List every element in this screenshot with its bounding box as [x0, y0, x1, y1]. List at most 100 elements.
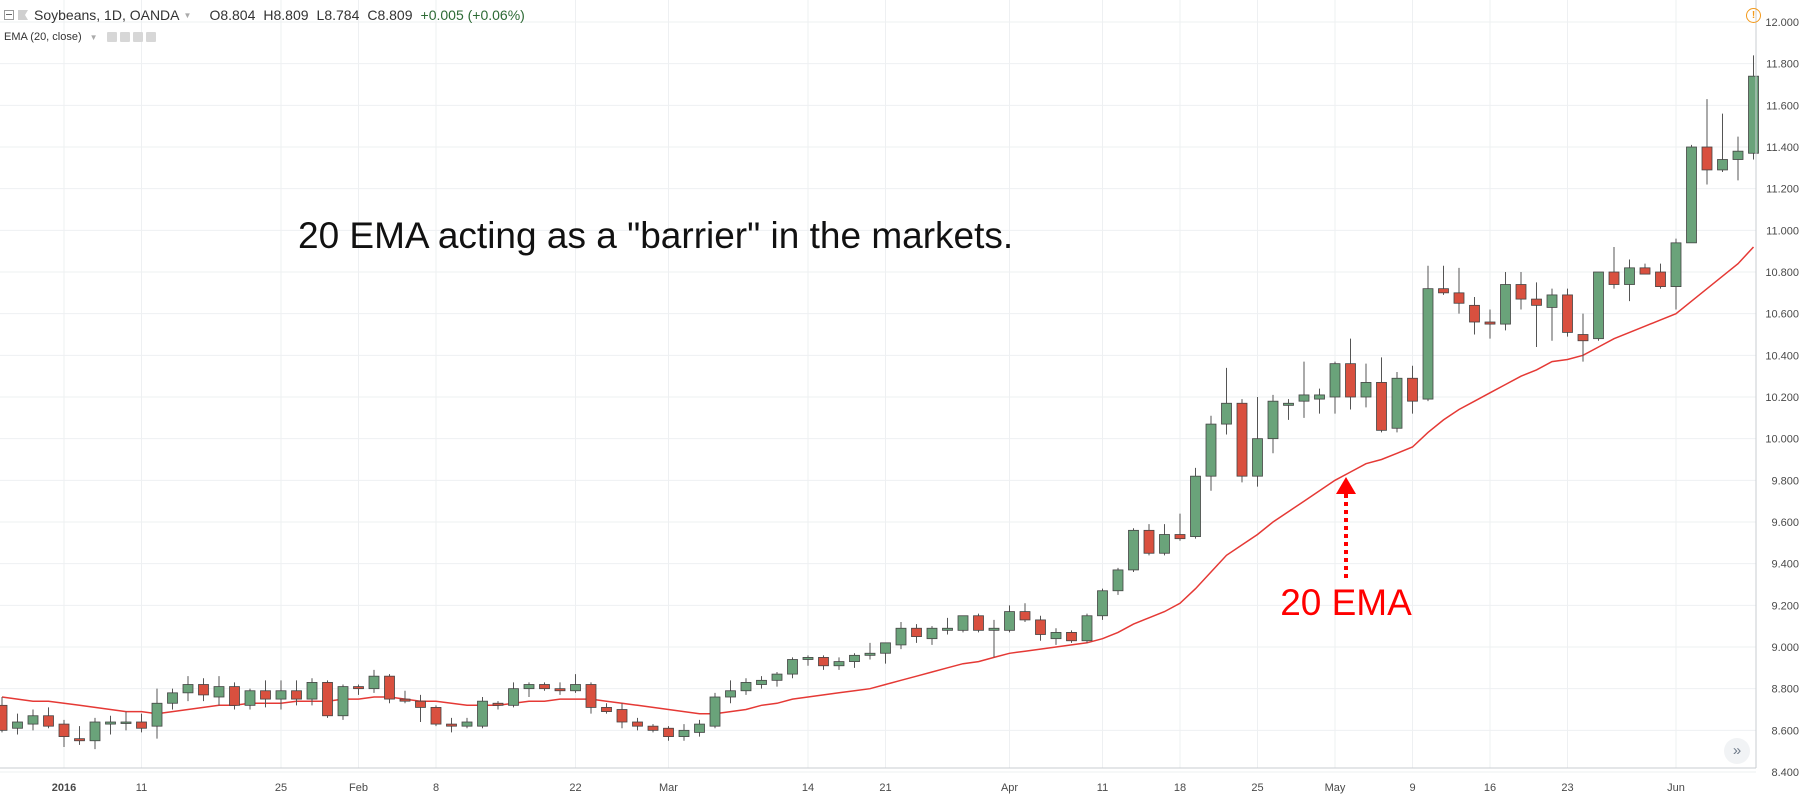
scroll-right-icon[interactable]: » [1724, 738, 1750, 764]
candle [1546, 288, 1558, 341]
candle-body [1655, 271, 1666, 287]
grid [0, 0, 1756, 773]
candle [554, 682, 566, 695]
candle [1329, 361, 1341, 414]
candle [1081, 613, 1093, 643]
candle-body [1345, 363, 1356, 398]
candle-body [849, 654, 860, 662]
candle-body [213, 686, 225, 698]
candle [818, 655, 829, 670]
candle-body [461, 721, 473, 727]
x-tick-label: 21 [879, 782, 891, 794]
chevron-down-icon[interactable]: ▼ [183, 10, 192, 20]
candle [1500, 272, 1511, 331]
candle [384, 674, 395, 704]
candle [1314, 388, 1325, 414]
candle [461, 717, 473, 729]
candle-body [973, 615, 984, 631]
candle-body [322, 682, 333, 717]
candle [942, 617, 953, 635]
candle-body [539, 684, 550, 690]
study-settings-icon[interactable] [119, 32, 130, 42]
candle [616, 703, 628, 729]
candle-body [756, 679, 767, 685]
x-tick-label: 25 [1251, 782, 1263, 794]
symbol-title[interactable]: Soybeans, 1D, OANDA [34, 7, 180, 23]
candle [1453, 267, 1465, 314]
candle-body [1205, 423, 1217, 477]
candle [1298, 361, 1310, 418]
ema-20-line [1, 246, 1755, 715]
candle [988, 619, 1000, 658]
candle [740, 678, 752, 695]
flag-icon[interactable] [18, 10, 28, 20]
x-tick-label: Mar [659, 782, 678, 794]
candle-body [1019, 611, 1031, 621]
collapse-icon[interactable] [4, 10, 14, 20]
candle-body [911, 627, 922, 637]
x-tick-label: Jun [1667, 782, 1685, 794]
candle-body [1174, 534, 1186, 540]
candle [1376, 357, 1387, 433]
candle [415, 694, 426, 723]
y-tick-label: 9.200 [1771, 600, 1799, 612]
y-tick-label: 9.400 [1771, 559, 1799, 571]
candle-body [368, 675, 380, 690]
candle [1050, 628, 1062, 645]
candle [151, 688, 163, 739]
candle [523, 682, 535, 698]
candle-body [1748, 75, 1759, 154]
candle-body [1035, 619, 1046, 635]
candle-body [570, 684, 581, 692]
x-tick-label: 14 [802, 782, 814, 794]
candle [1422, 265, 1434, 402]
candle [1252, 397, 1263, 487]
candle-body [1221, 402, 1232, 425]
candle [1717, 113, 1728, 173]
candle [213, 676, 225, 706]
candle-body [1376, 382, 1387, 431]
candle [1593, 271, 1604, 341]
ema-label-annotation: 20 EMA [1280, 582, 1412, 623]
study-label[interactable]: EMA (20, close) [4, 31, 82, 43]
study-visibility-icon[interactable] [106, 32, 117, 42]
alert-icon[interactable]: ! [1746, 8, 1761, 23]
candle-body [632, 721, 643, 727]
candle-body [337, 686, 349, 717]
candle-body [1407, 377, 1418, 402]
candle-body [1593, 271, 1604, 340]
study-chevron-down-icon[interactable]: ▼ [89, 32, 98, 42]
candle-body [895, 627, 907, 646]
chart-legend: Soybeans, 1D, OANDA ▼ O8.804 H8.809 L8.7… [0, 0, 900, 44]
candle [1205, 415, 1217, 491]
candle [291, 680, 302, 706]
candle-body [1252, 438, 1263, 477]
candle [136, 713, 147, 733]
candle [1639, 263, 1651, 275]
candle-body [477, 700, 488, 727]
candle-body [353, 686, 364, 690]
candle-body [12, 721, 23, 729]
candle [1531, 282, 1542, 348]
candle-body [1701, 146, 1713, 171]
symbol-row: Soybeans, 1D, OANDA ▼ O8.804 H8.809 L8.7… [4, 7, 533, 23]
candle [306, 678, 318, 706]
study-remove-icon[interactable] [145, 32, 156, 42]
candle [1236, 399, 1248, 483]
candle-body [864, 652, 876, 656]
study-more-icon[interactable] [132, 32, 143, 42]
candle [957, 615, 969, 633]
candle-body [725, 690, 736, 698]
y-tick-label: 8.600 [1771, 725, 1799, 737]
x-tick-label: 22 [569, 782, 581, 794]
candle [880, 642, 891, 664]
candle [1174, 513, 1186, 541]
candle-body [988, 627, 1000, 631]
candle [275, 680, 287, 710]
candle-body [430, 707, 442, 725]
candle [244, 688, 256, 710]
y-tick-label: 9.000 [1771, 642, 1799, 654]
candle-body [399, 698, 411, 702]
